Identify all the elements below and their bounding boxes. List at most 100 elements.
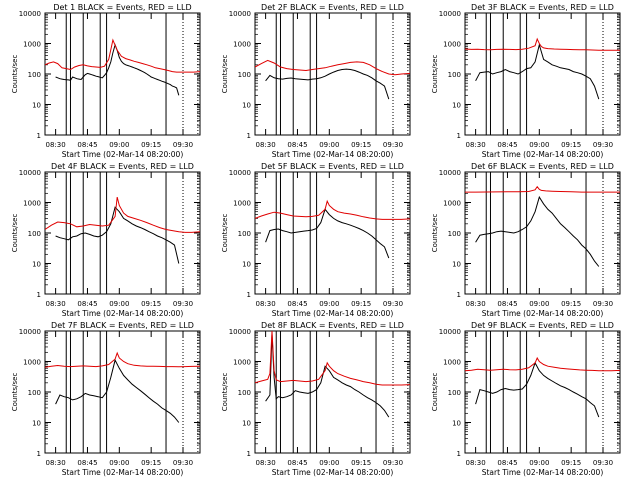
plot-frame — [254, 171, 411, 295]
x-tick-label: 09:00 — [529, 459, 549, 467]
events-series-line — [265, 68, 390, 100]
x-tick-label: 08:30 — [256, 141, 276, 149]
y-tick-label: 100 — [238, 230, 251, 238]
x-tick-label: 09:15 — [351, 300, 371, 308]
events-series-line — [475, 42, 600, 100]
x-tick-label: 09:00 — [529, 300, 549, 308]
plot-frame — [44, 330, 201, 454]
lld-series-line — [465, 37, 620, 51]
y-tick-label: 100 — [448, 389, 461, 397]
y-tick-label: 10000 — [229, 10, 251, 18]
x-axis-label: Start Time (02-Mar-14 08:20:00) — [482, 150, 604, 159]
chart-title: Det 8F BLACK = Events, RED = LLD — [261, 321, 404, 330]
y-axis-label: Counts/sec — [221, 214, 229, 253]
chart-panel-1: 1 10 100 1000 10000 08:30 08:45 09:00 09:15 09:30… — [11, 3, 201, 159]
y-tick-label: 10 — [32, 261, 41, 269]
events-series-line — [475, 361, 600, 418]
chart-title: Det 2F BLACK = Events, RED = LLD — [261, 3, 404, 12]
y-tick-label: 1 — [247, 450, 251, 458]
y-axis-label: Counts/sec — [11, 55, 19, 94]
x-tick-label: 09:15 — [561, 141, 581, 149]
y-tick-label: 10 — [32, 420, 41, 428]
chart-title: Det 7F BLACK = Events, RED = LLD — [51, 321, 194, 330]
x-tick-label: 09:15 — [561, 300, 581, 308]
y-tick-label: 1000 — [233, 200, 251, 208]
events-series-line — [55, 43, 180, 96]
x-tick-label: 09:00 — [109, 141, 129, 149]
x-tick-label: 08:30 — [46, 459, 66, 467]
x-tick-label: 08:45 — [77, 459, 97, 467]
chart-panel-8: 1 10 100 1000 10000 08:30 08:45 09:00 09:15 09:30… — [221, 321, 411, 477]
x-tick-label: 09:00 — [529, 141, 549, 149]
x-axis-label: Start Time (02-Mar-14 08:20:00) — [482, 309, 604, 318]
x-tick-label: 09:30 — [173, 459, 193, 467]
x-tick-label: 09:15 — [351, 141, 371, 149]
events-series-line — [265, 333, 390, 418]
x-axis-label: Start Time (02-Mar-14 08:20:00) — [272, 150, 394, 159]
y-tick-label: 100 — [28, 389, 41, 397]
x-tick-label: 09:00 — [109, 300, 129, 308]
x-tick-label: 09:30 — [173, 141, 193, 149]
y-tick-label: 1 — [457, 132, 461, 140]
chart-panel-9: 1 10 100 1000 10000 08:30 08:45 09:00 09:15 09:30… — [431, 321, 621, 477]
events-series-line — [55, 206, 180, 264]
y-tick-label: 1 — [457, 450, 461, 458]
y-tick-label: 10 — [242, 420, 251, 428]
y-tick-label: 10 — [32, 102, 41, 110]
y-axis-label: Counts/sec — [431, 373, 439, 412]
y-tick-label: 1000 — [233, 359, 251, 367]
chart-title: Det 5F BLACK = Events, RED = LLD — [261, 162, 404, 171]
y-axis-label: Counts/sec — [431, 55, 439, 94]
x-tick-label: 08:30 — [256, 300, 276, 308]
chart-panel-7: 1 10 100 1000 10000 08:30 08:45 09:00 09:15 09:30… — [11, 321, 201, 477]
y-tick-label: 10 — [452, 420, 461, 428]
y-tick-label: 10000 — [439, 328, 461, 336]
y-tick-label: 10000 — [19, 10, 41, 18]
y-tick-label: 1 — [37, 132, 41, 140]
x-tick-label: 08:30 — [46, 300, 66, 308]
x-axis-label: Start Time (02-Mar-14 08:20:00) — [272, 468, 394, 477]
x-tick-label: 09:15 — [141, 459, 161, 467]
x-tick-label: 08:45 — [77, 300, 97, 308]
y-tick-label: 10000 — [229, 328, 251, 336]
y-tick-label: 1 — [37, 450, 41, 458]
y-tick-label: 1 — [37, 291, 41, 299]
y-tick-label: 10000 — [439, 10, 461, 18]
x-tick-label: 09:00 — [109, 459, 129, 467]
chart-title: Det 4F BLACK = Events, RED = LLD — [51, 162, 194, 171]
x-axis-label: Start Time (02-Mar-14 08:20:00) — [62, 468, 184, 477]
y-tick-label: 10000 — [19, 169, 41, 177]
lld-series-line — [45, 38, 200, 73]
lld-series-line — [465, 356, 620, 372]
x-tick-label: 08:30 — [256, 459, 276, 467]
lld-series-line — [255, 59, 410, 76]
chart-panel-2: 1 10 100 1000 10000 08:30 08:45 09:00 09:15 09:30… — [221, 3, 411, 159]
y-axis-label: Counts/sec — [221, 373, 229, 412]
plot-frame — [44, 12, 201, 136]
y-tick-label: 10 — [242, 261, 251, 269]
x-tick-label: 08:45 — [287, 459, 307, 467]
x-tick-label: 09:15 — [141, 300, 161, 308]
y-tick-label: 10 — [452, 261, 461, 269]
y-tick-label: 1 — [247, 291, 251, 299]
lld-series-line — [45, 196, 200, 233]
events-series-line — [475, 195, 600, 267]
x-tick-label: 09:30 — [173, 300, 193, 308]
x-tick-label: 08:30 — [466, 459, 486, 467]
y-tick-label: 100 — [28, 230, 41, 238]
y-tick-label: 10 — [242, 102, 251, 110]
chart-title: Det 9F BLACK = Events, RED = LLD — [471, 321, 614, 330]
x-tick-label: 09:30 — [383, 141, 403, 149]
y-tick-label: 100 — [238, 71, 251, 79]
y-tick-label: 100 — [448, 71, 461, 79]
lld-series-line — [45, 351, 200, 368]
plot-frame — [254, 12, 411, 136]
x-tick-label: 08:30 — [46, 141, 66, 149]
plot-frame — [254, 330, 411, 454]
x-tick-label: 08:45 — [497, 300, 517, 308]
x-tick-label: 09:00 — [319, 459, 339, 467]
chart-panel-5: 1 10 100 1000 10000 08:30 08:45 09:00 09:15 09:30… — [221, 162, 411, 318]
chart-panel-4: 1 10 100 1000 10000 08:30 08:45 09:00 09:15 09:30… — [11, 162, 201, 318]
y-tick-label: 100 — [238, 389, 251, 397]
